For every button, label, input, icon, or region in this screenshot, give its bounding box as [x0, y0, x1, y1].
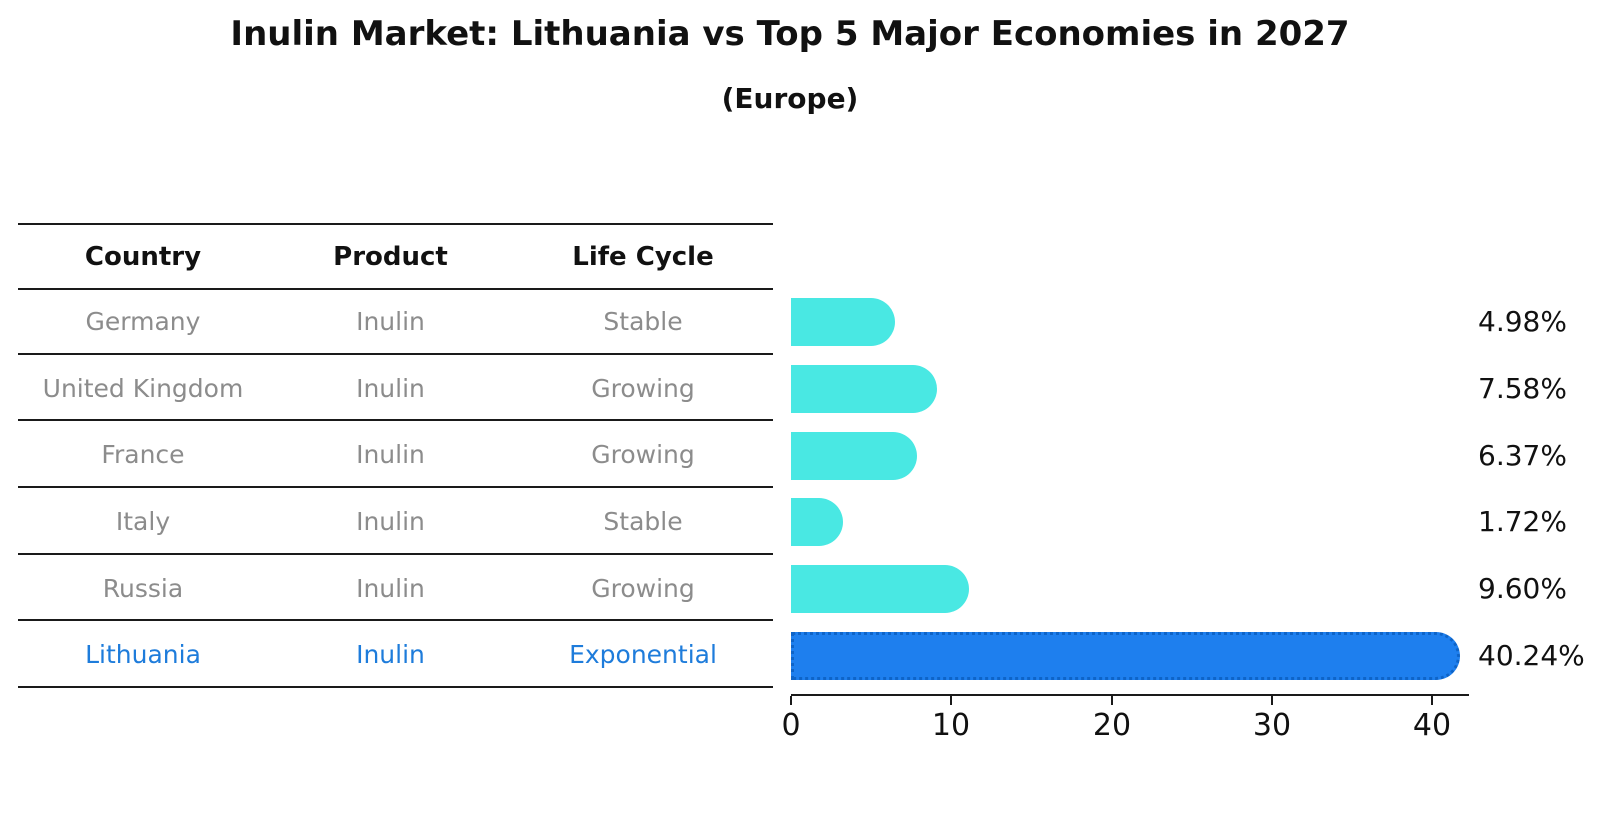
- chart-subtitle: (Europe): [721, 82, 859, 115]
- x-axis-tick-mark: [1431, 696, 1433, 705]
- bar: [791, 298, 895, 347]
- table-cell-product: Inulin: [356, 440, 425, 470]
- table-cell-product: Inulin: [356, 573, 425, 603]
- x-axis-tick-label: 0: [781, 708, 801, 743]
- bar-value-label: 6.37%: [1478, 438, 1567, 472]
- bar-value-label: 7.58%: [1478, 372, 1567, 406]
- table-cell-country: United Kingdom: [42, 373, 244, 403]
- table-cell-country: Lithuania: [85, 640, 201, 670]
- x-axis-tick-mark: [950, 696, 952, 705]
- bar: [791, 431, 917, 480]
- table-row: France Inulin Growing: [18, 423, 773, 489]
- column-header-lifecycle: Life Cycle: [572, 241, 714, 272]
- x-axis-tick-label: 30: [1252, 708, 1292, 743]
- bar-value-label: 9.60%: [1478, 572, 1567, 606]
- table-cell-product: Inulin: [356, 506, 425, 536]
- x-axis-tick-mark: [1111, 696, 1113, 705]
- table-row: Russia Inulin Growing: [18, 557, 773, 622]
- table-cell-lifecycle: Growing: [591, 573, 695, 603]
- bar: [791, 365, 937, 414]
- table-row: United Kingdom Inulin Growing: [18, 357, 773, 422]
- x-axis-tick-mark: [790, 696, 792, 705]
- table-cell-lifecycle: Growing: [591, 373, 695, 403]
- bar: [791, 631, 1460, 680]
- column-header-country: Country: [84, 241, 202, 272]
- x-axis-tick-mark: [1271, 696, 1273, 705]
- table-header-row: Country Product Life Cycle: [18, 223, 773, 290]
- table-row: Lithuania Inulin Exponential: [18, 624, 773, 689]
- table-row: Italy Inulin Stable: [18, 490, 773, 555]
- chart-title: Inulin Market: Lithuania vs Top 5 Major …: [230, 14, 1350, 54]
- table-row: Germany Inulin Stable: [18, 290, 773, 355]
- x-axis-tick-label: 40: [1412, 708, 1452, 743]
- bar-value-label: 4.98%: [1478, 305, 1567, 339]
- column-header-product: Product: [333, 241, 448, 272]
- table-cell-country: Russia: [102, 573, 184, 603]
- table-cell-product: Inulin: [356, 306, 425, 336]
- table-cell-lifecycle: Growing: [591, 440, 695, 470]
- table-cell-lifecycle: Stable: [603, 506, 683, 536]
- x-axis-tick-label: 20: [1092, 708, 1132, 743]
- table-cell-country: Germany: [85, 306, 201, 336]
- bar: [791, 565, 969, 614]
- x-axis-line: [791, 694, 1469, 696]
- bar: [791, 498, 843, 547]
- bar-value-label: 1.72%: [1478, 505, 1567, 539]
- x-axis-tick-label: 10: [931, 708, 971, 743]
- table-cell-lifecycle: Stable: [603, 306, 683, 336]
- bar-value-label: 40.24%: [1478, 638, 1585, 672]
- table-cell-country: France: [101, 440, 185, 470]
- table-cell-country: Italy: [115, 506, 171, 536]
- table-cell-product: Inulin: [356, 373, 425, 403]
- table-cell-product: Inulin: [356, 640, 425, 670]
- table-cell-lifecycle: Exponential: [569, 640, 717, 670]
